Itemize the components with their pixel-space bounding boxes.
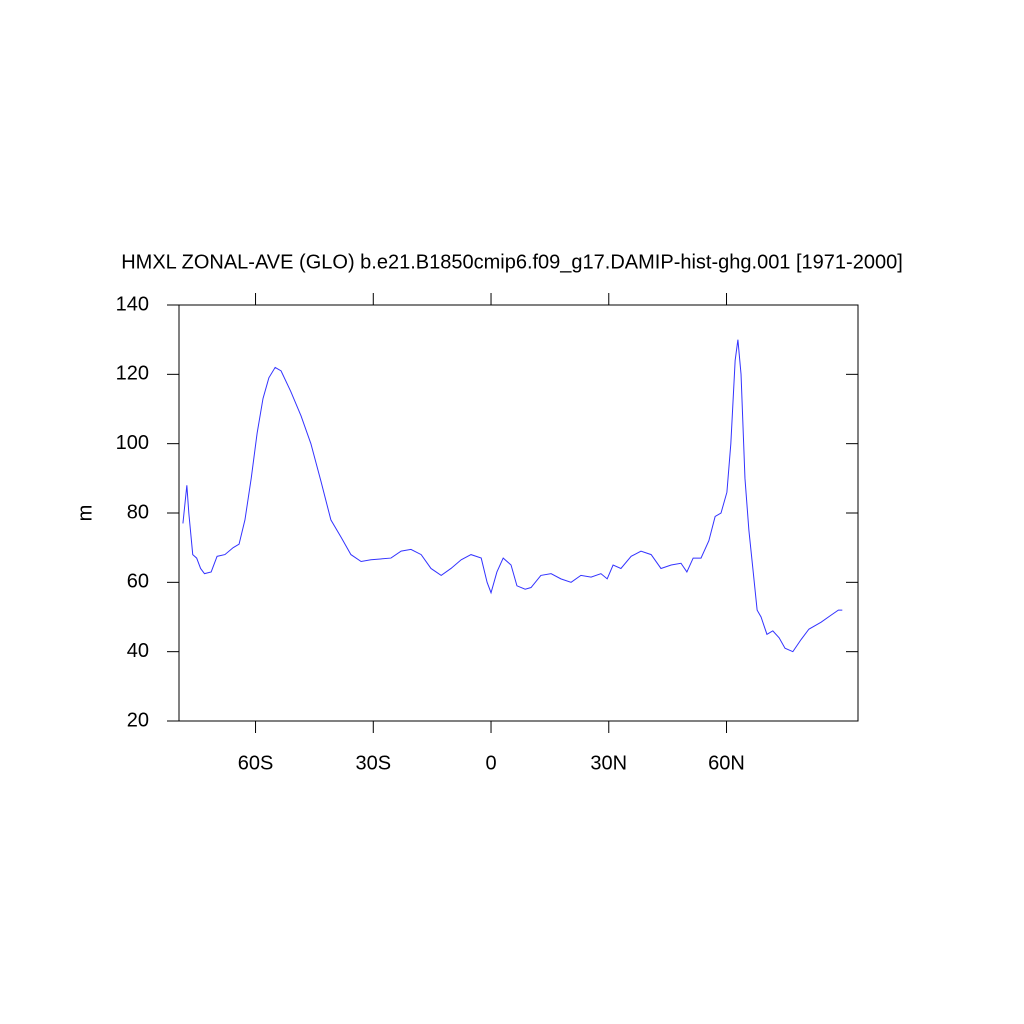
- x-tick-label: 60S: [238, 752, 274, 774]
- y-tick-label: 40: [127, 640, 149, 662]
- x-tick-label: 0: [485, 752, 496, 774]
- x-tick-label: 60N: [708, 752, 745, 774]
- y-tick-label: 80: [127, 501, 149, 523]
- y-axis-label: m: [74, 505, 96, 522]
- y-tick-label: 20: [127, 709, 149, 731]
- y-tick-label: 120: [116, 363, 149, 385]
- y-tick-label: 60: [127, 571, 149, 593]
- y-tick-label: 140: [116, 293, 149, 315]
- x-tick-label: 30N: [590, 752, 627, 774]
- data-line: [182, 339, 843, 653]
- x-tick-label: 30S: [355, 752, 391, 774]
- plot-frame: [178, 304, 859, 722]
- chart-title: HMXL ZONAL-AVE (GLO) b.e21.B1850cmip6.f0…: [121, 251, 903, 273]
- y-tick-label: 100: [116, 432, 149, 454]
